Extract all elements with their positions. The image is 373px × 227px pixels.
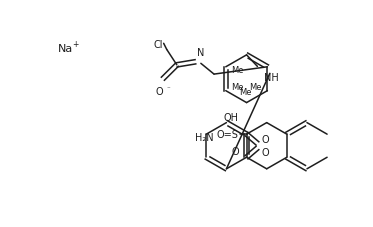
Text: N: N (197, 48, 204, 58)
Text: Na: Na (57, 44, 73, 54)
Text: O: O (231, 147, 239, 157)
Text: O: O (261, 135, 269, 145)
Text: Me: Me (231, 83, 244, 92)
Text: Cl: Cl (154, 40, 163, 50)
Text: O: O (261, 148, 269, 158)
Text: ⁻: ⁻ (167, 86, 170, 92)
Text: O: O (156, 87, 164, 97)
Text: +: + (72, 40, 79, 49)
Text: NH: NH (264, 72, 278, 82)
Text: Me: Me (231, 65, 244, 74)
Text: H₂N: H₂N (195, 132, 214, 142)
Text: Me: Me (250, 83, 262, 92)
Text: Me: Me (239, 88, 251, 97)
Text: O=S: O=S (217, 130, 239, 140)
Text: OH: OH (224, 112, 239, 122)
